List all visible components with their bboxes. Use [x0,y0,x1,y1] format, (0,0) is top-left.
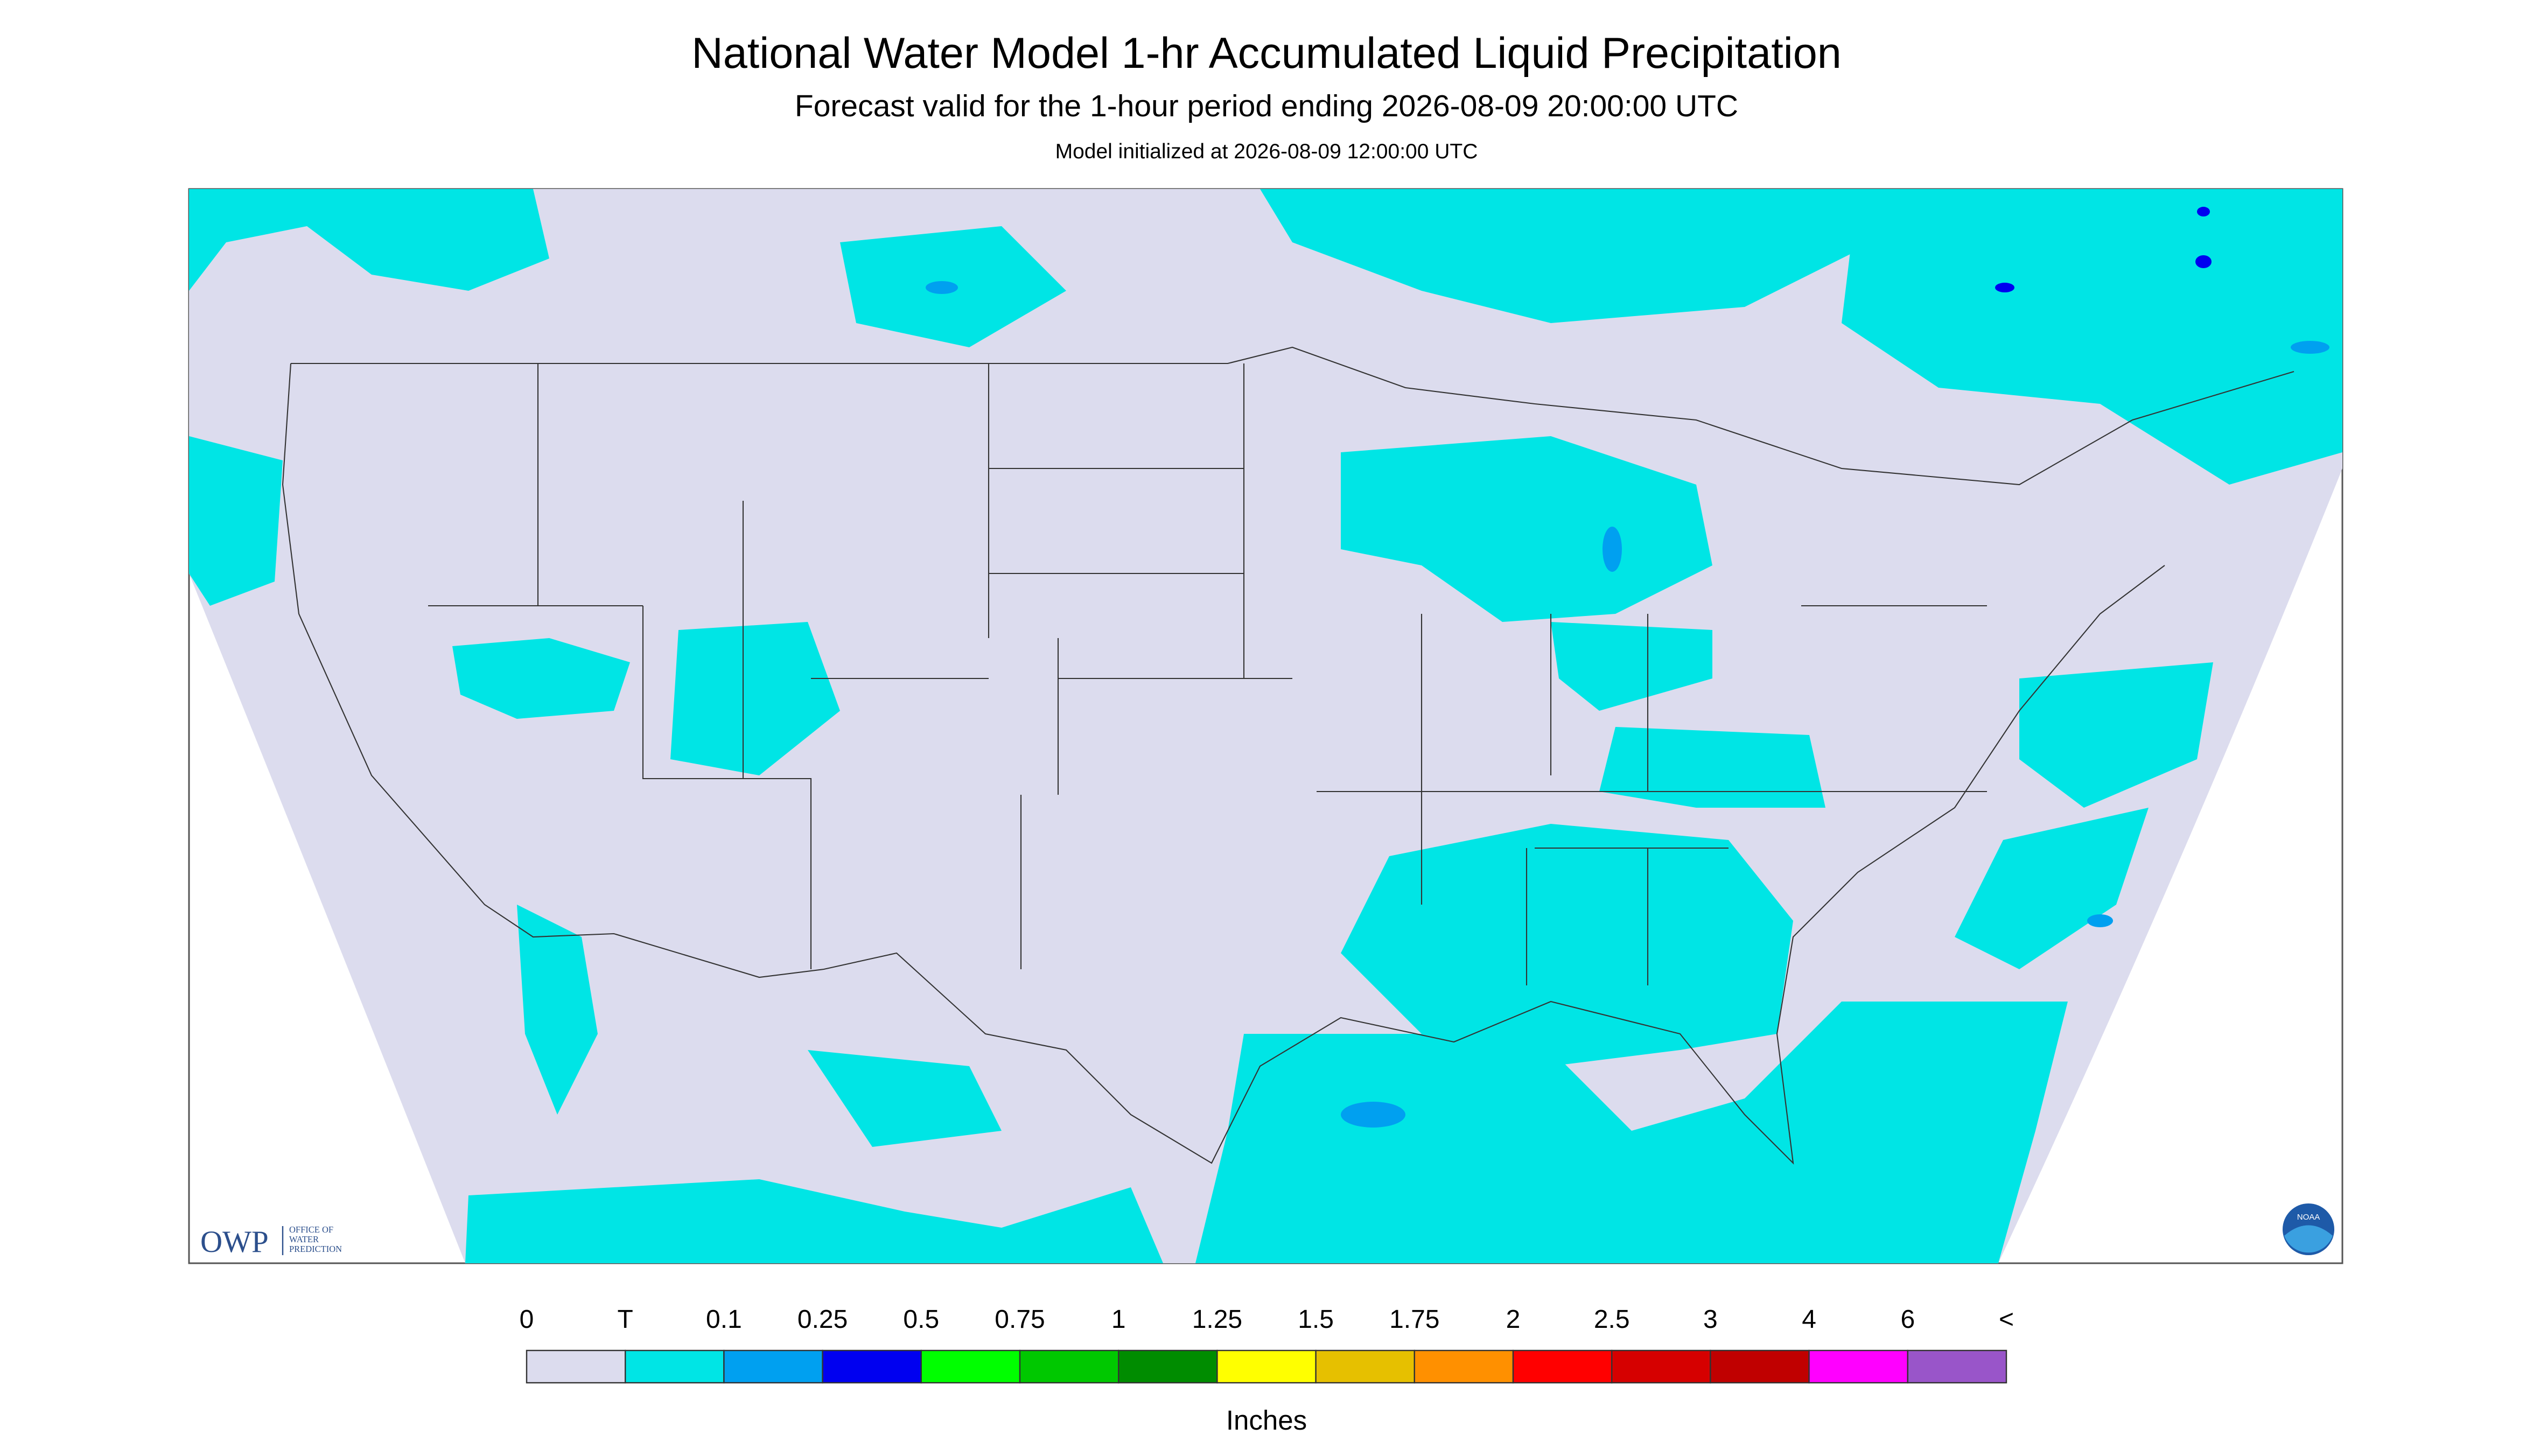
owp-text: WATER [289,1234,319,1244]
legend-swatch [1216,1349,1317,1384]
legend-swatch [1512,1349,1613,1384]
legend-label: 0.25 [797,1305,848,1334]
legend-label: 1.25 [1192,1305,1242,1334]
precip-light [926,281,2329,1128]
legend-label: 3 [1703,1305,1718,1334]
legend-label: 6 [1900,1305,1915,1334]
legend-swatch [1315,1349,1415,1384]
legend-swatch [822,1349,922,1384]
legend-label: 0.1 [706,1305,742,1334]
map: OWP OFFICE OF WATER PREDICTION NOAA [188,188,2343,1264]
owp-text: OFFICE OF [289,1224,333,1235]
precip-moderate [1995,207,2212,293]
legend-swatch [920,1349,1021,1384]
legend-label: < [1999,1305,2014,1334]
subtitle: Forecast valid for the 1-hour period end… [795,89,1738,123]
precip-areas [189,189,2342,1264]
noaa-text: NOAA [2297,1213,2320,1222]
legend-swatch [1710,1349,1810,1384]
legend-label: T [618,1305,633,1334]
legend: Inches 0 T 0.1 0.25 0.5 0.75 1 1.25 1.5 1.75 2 2.5 3… [520,1305,2014,1436]
noaa-logo: NOAA [2283,1203,2334,1256]
legend-swatch [1414,1349,1514,1384]
legend-label: 0.75 [995,1305,1045,1334]
legend-swatch [1808,1349,1909,1384]
legend-label: 2 [1506,1305,1521,1334]
boundaries [282,346,2294,1165]
title: National Water Model 1-hr Accumulated Li… [691,29,1842,78]
legend-label: 2.5 [1594,1305,1630,1334]
map-domain [189,189,2342,1264]
init-note: Model initialized at 2026-08-09 12:00:00… [1055,140,1478,163]
owp-logo: OWP OFFICE OF WATER PREDICTION [200,1224,342,1259]
legend-label: 1 [1111,1305,1126,1334]
legend-swatch [1118,1349,1218,1384]
legend-unit: Inches [1226,1405,1307,1436]
legend-label: 4 [1802,1305,1816,1334]
legend-swatch [625,1349,725,1384]
legend-label: 0.5 [903,1305,939,1334]
owp-text: PREDICTION [289,1244,342,1254]
legend-label: 0 [520,1305,534,1334]
legend-swatch [1019,1349,1119,1384]
legend-label: 1.5 [1298,1305,1334,1334]
legend-swatch [723,1349,823,1384]
legend-swatch [1611,1349,1711,1384]
legend-swatch [1907,1349,2007,1384]
legend-swatch [526,1349,626,1384]
legend-label: 1.75 [1389,1305,1439,1334]
noaa-wave [2284,1225,2333,1253]
owp-mark: OWP [200,1225,269,1259]
